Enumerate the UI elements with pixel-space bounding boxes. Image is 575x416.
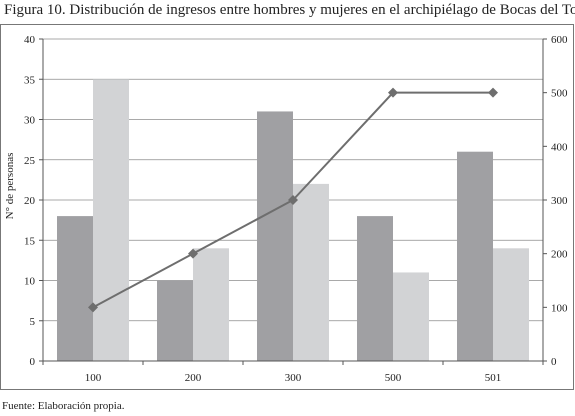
y-tick-label-right: 200 xyxy=(551,249,568,261)
x-tick-label: 300 xyxy=(285,372,302,384)
line-marker-100 xyxy=(88,302,98,313)
trend-line xyxy=(88,87,498,313)
bar-series1-200 xyxy=(157,280,193,361)
y-tick-label-right: 500 xyxy=(551,88,568,100)
y-tick-label-left: 5 xyxy=(30,316,36,328)
figure-title: Figura 10. Distribución de ingresos entr… xyxy=(4,2,575,18)
line-marker-500 xyxy=(388,87,398,98)
y-tick-label-left: 35 xyxy=(24,74,36,86)
bar-series2-100 xyxy=(93,79,129,361)
bar-series1-100 xyxy=(57,216,93,361)
line-marker-501 xyxy=(488,87,498,98)
y-tick-label-right: 400 xyxy=(551,141,568,153)
y-tick-label-left: 10 xyxy=(24,276,36,288)
y-tick-label-right: 300 xyxy=(551,195,568,207)
y-tick-label-left: 25 xyxy=(24,155,36,167)
y-tick-label-left: 30 xyxy=(24,115,36,127)
y-tick-label-left: 15 xyxy=(24,235,36,247)
y-tick-label-right: 100 xyxy=(551,302,568,314)
y-tick-label-right: 0 xyxy=(551,356,557,368)
source-note: Fuente: Elaboración propia. xyxy=(2,400,125,412)
line-marker-300 xyxy=(288,195,298,205)
x-tick-label: 100 xyxy=(85,372,102,384)
y-tick-label-left: 0 xyxy=(30,356,36,368)
bar-series2-501 xyxy=(493,248,529,361)
figure-frame xyxy=(0,24,574,390)
bars xyxy=(57,79,529,361)
y-tick-label-left: 20 xyxy=(24,195,36,207)
bar-series1-300 xyxy=(257,111,293,361)
bar-series2-500 xyxy=(393,272,429,361)
x-tick-label: 500 xyxy=(385,372,402,384)
bar-series2-300 xyxy=(293,183,329,361)
y-tick-label-right: 600 xyxy=(551,34,568,46)
axes xyxy=(39,38,547,365)
line-marker-200 xyxy=(188,248,198,259)
y-axis-title: N° de personas xyxy=(4,153,16,220)
x-tick-label: 200 xyxy=(185,372,202,384)
x-tick-label: 501 xyxy=(485,372,502,384)
y-tick-label-left: 40 xyxy=(24,34,36,46)
bar-series1-500 xyxy=(357,216,393,361)
bar-series1-501 xyxy=(457,151,493,361)
bar-series2-200 xyxy=(193,248,229,361)
